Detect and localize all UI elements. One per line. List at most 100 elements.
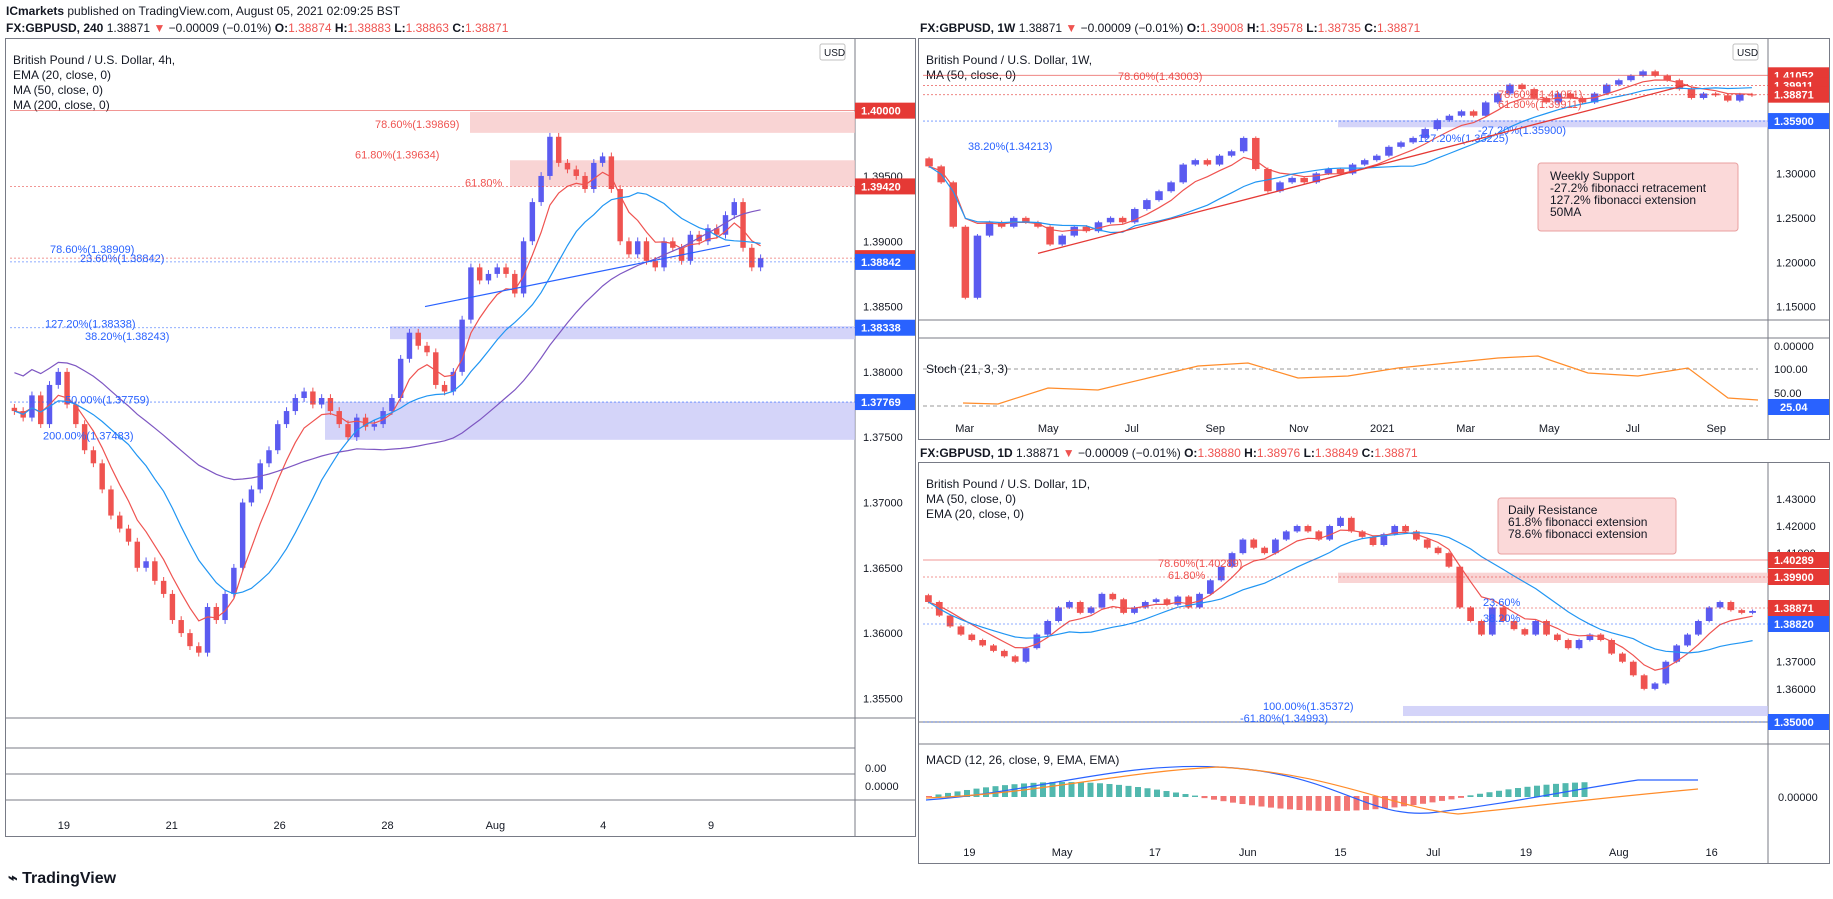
price-tag-label-5: 1.37769 xyxy=(861,397,901,409)
candle-body xyxy=(1066,602,1073,608)
price-tag-label-0: 1.40289 xyxy=(1774,555,1814,567)
candle-body xyxy=(1723,95,1732,101)
candle-body xyxy=(1530,89,1538,98)
chart-4h[interactable]: 1.395001.390001.385001.380001.375001.370… xyxy=(5,38,916,837)
y-tick-label-6: 1.36500 xyxy=(863,563,903,575)
candle-body xyxy=(1312,173,1321,183)
candle-body xyxy=(722,215,729,235)
macd-bar xyxy=(1173,792,1179,797)
x-tick-label-0: 19 xyxy=(58,820,70,832)
candle-body xyxy=(1022,648,1030,662)
candle-body xyxy=(1000,650,1008,657)
price-tag-4 xyxy=(855,319,915,336)
macd-bar xyxy=(1581,782,1588,797)
fib-label-3: 38.20% xyxy=(1483,613,1521,625)
uptrend-line xyxy=(1037,84,1689,255)
x-tick-label-6: Mar xyxy=(1456,423,1475,435)
candle-body xyxy=(946,615,954,627)
candle-body xyxy=(108,489,114,516)
candle-body xyxy=(925,158,933,167)
publisher-text: published on TradingView.com, August 05,… xyxy=(67,4,401,18)
candle-body xyxy=(1564,640,1572,649)
candle-body xyxy=(555,136,562,163)
macd-bar xyxy=(1372,796,1379,810)
candle-body xyxy=(1033,634,1041,649)
candle-body xyxy=(573,169,579,176)
candle-body xyxy=(1651,683,1659,689)
candle-body xyxy=(1640,675,1648,689)
macd-bar xyxy=(1220,796,1227,802)
fib-label-5: -61.80%(1.34993) xyxy=(1240,713,1328,725)
stoch-tag-label: 25.04 xyxy=(1780,402,1808,414)
macd-bar xyxy=(1087,782,1094,797)
candle-body xyxy=(538,175,544,203)
x-tick-label-9: Sep xyxy=(1706,423,1726,435)
macd-bar xyxy=(964,789,970,797)
macd-bar xyxy=(1524,786,1531,797)
fib-label-4: 100.00%(1.35372) xyxy=(1263,701,1354,713)
candle-body xyxy=(239,502,246,568)
macd-bar xyxy=(1486,792,1493,797)
weekly-support-box xyxy=(1537,162,1739,232)
candle-body xyxy=(1304,525,1312,532)
fib-label-7: 50.00%(1.37759) xyxy=(65,394,149,406)
candle-body xyxy=(1191,160,1200,165)
indicator-legend-1: MA (50, close, 0) xyxy=(13,83,103,97)
candle-body xyxy=(1131,607,1138,613)
chart-1w[interactable]: 1.30000 1.25000 1.20000 1.15000 British Poun… xyxy=(918,38,1830,440)
candle-body xyxy=(73,404,79,425)
weekly-support-text-3: 50MA xyxy=(1550,205,1581,219)
ema-line xyxy=(928,79,1752,232)
x-tick-label-2: 26 xyxy=(274,820,286,832)
candle-body xyxy=(1532,621,1540,635)
candle-body xyxy=(1358,531,1366,537)
stoch-tick-0: 100.00 xyxy=(1774,364,1808,376)
candle-body xyxy=(468,267,474,320)
candle-body xyxy=(204,606,211,653)
candle-body xyxy=(1022,217,1030,223)
candle-body xyxy=(925,595,932,602)
macd-bar xyxy=(1125,785,1132,797)
candle-body xyxy=(371,424,378,427)
macd-bar xyxy=(1334,796,1341,811)
y-tick-label-1: 1.39000 xyxy=(863,236,903,248)
candle-body xyxy=(169,593,176,621)
chart-title: British Pound / U.S. Dollar, 4h, xyxy=(13,53,175,67)
x-tick-label-8: Jul xyxy=(1626,423,1640,435)
candle-body xyxy=(459,319,465,372)
macd-bar xyxy=(1448,796,1455,800)
candle-body xyxy=(152,561,158,581)
x-tick-label-5: Jul xyxy=(1426,847,1440,859)
chart-1d[interactable]: 1.430001.420001.410001.370001.36000Briti… xyxy=(918,462,1830,864)
candle-body xyxy=(143,561,149,568)
candle-body xyxy=(564,162,571,170)
candle-body xyxy=(485,273,492,281)
candle-body xyxy=(1324,169,1333,174)
candle-body xyxy=(1627,75,1635,81)
price-tag-label-3: 1.35900 xyxy=(1774,116,1814,128)
price-tag-5 xyxy=(855,394,915,411)
price-tag-3 xyxy=(1768,616,1829,632)
fib-label-6: 38.20%(1.38243) xyxy=(85,331,169,343)
high-d1: 1.38976 xyxy=(1256,446,1301,460)
x-tick-label-6: 9 xyxy=(708,820,714,832)
close-d1: 1.38871 xyxy=(1374,446,1418,460)
candle-body xyxy=(713,228,720,235)
macd-bar xyxy=(1239,796,1246,805)
candle-body xyxy=(1619,653,1626,662)
x-tick-label-1: 21 xyxy=(166,820,178,832)
candle-body xyxy=(1326,525,1334,540)
candle-body xyxy=(117,515,123,529)
candle-body xyxy=(494,267,500,274)
x-tick-label-0: 19 xyxy=(963,847,975,859)
candle-body xyxy=(38,395,44,425)
weekly-support-text-2: 127.2% fibonacci extension xyxy=(1550,193,1696,207)
macd-bar xyxy=(935,794,942,797)
candle-body xyxy=(652,260,658,268)
y-tick-label-0: 1.43000 xyxy=(1776,494,1816,506)
price-tag-4 xyxy=(1768,714,1829,730)
daily-resistance-text-0: Daily Resistance xyxy=(1508,503,1598,517)
macd-bar xyxy=(1068,782,1075,797)
macd-bar xyxy=(1315,796,1322,811)
candle-body xyxy=(1094,222,1103,232)
